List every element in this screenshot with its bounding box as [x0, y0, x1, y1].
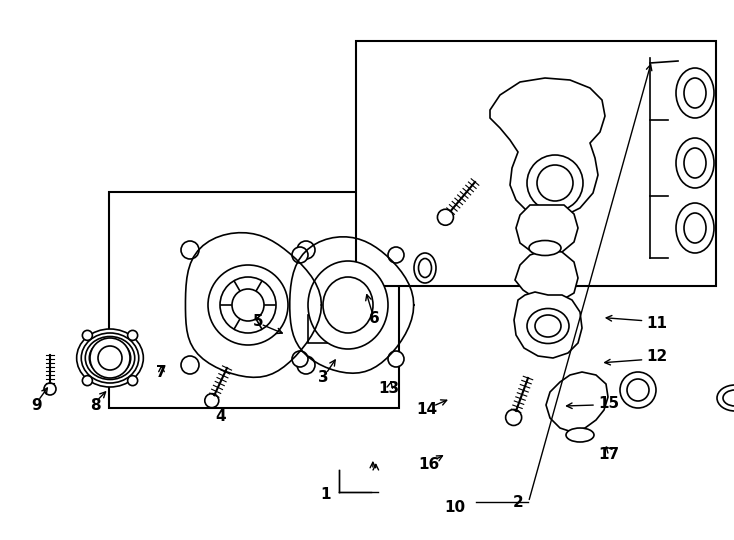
Polygon shape: [546, 372, 608, 432]
Circle shape: [297, 356, 315, 374]
Ellipse shape: [90, 340, 131, 376]
Text: 1: 1: [321, 487, 331, 502]
Circle shape: [388, 247, 404, 263]
Polygon shape: [514, 292, 582, 358]
Text: 14: 14: [417, 402, 437, 417]
Circle shape: [128, 376, 138, 386]
Circle shape: [181, 241, 199, 259]
Text: 15: 15: [598, 396, 619, 411]
Circle shape: [82, 376, 92, 386]
Ellipse shape: [723, 390, 734, 406]
Text: 11: 11: [646, 316, 667, 332]
Circle shape: [128, 330, 138, 340]
Circle shape: [292, 247, 308, 263]
Circle shape: [208, 265, 288, 345]
Circle shape: [537, 165, 573, 201]
Text: 17: 17: [599, 447, 619, 462]
Text: 9: 9: [32, 397, 42, 413]
Bar: [308, 315, 333, 343]
Ellipse shape: [684, 78, 706, 108]
Text: 8: 8: [90, 397, 101, 413]
Ellipse shape: [414, 253, 436, 283]
Circle shape: [627, 379, 649, 401]
Ellipse shape: [323, 277, 373, 333]
Text: 10: 10: [445, 500, 465, 515]
Text: 7: 7: [156, 365, 167, 380]
Ellipse shape: [529, 240, 561, 255]
Text: 13: 13: [379, 381, 399, 396]
Polygon shape: [516, 205, 578, 255]
Ellipse shape: [76, 329, 143, 387]
Ellipse shape: [676, 138, 714, 188]
Ellipse shape: [566, 428, 594, 442]
Ellipse shape: [81, 333, 139, 383]
Bar: [356, 40, 716, 286]
Circle shape: [527, 155, 583, 211]
Ellipse shape: [85, 336, 135, 380]
Text: 12: 12: [646, 349, 667, 364]
Circle shape: [292, 351, 308, 367]
Circle shape: [388, 351, 404, 367]
Circle shape: [205, 394, 219, 408]
Text: 3: 3: [318, 370, 328, 386]
Text: 4: 4: [215, 409, 225, 424]
Circle shape: [620, 372, 656, 408]
Polygon shape: [490, 78, 605, 218]
Ellipse shape: [527, 308, 569, 343]
Ellipse shape: [684, 148, 706, 178]
Circle shape: [220, 277, 276, 333]
Text: 5: 5: [253, 314, 264, 329]
Circle shape: [506, 409, 522, 426]
Ellipse shape: [717, 385, 734, 411]
Circle shape: [82, 330, 92, 340]
Circle shape: [90, 338, 130, 378]
Circle shape: [297, 241, 315, 259]
Ellipse shape: [676, 68, 714, 118]
Ellipse shape: [532, 250, 564, 264]
Text: 6: 6: [369, 311, 379, 326]
Ellipse shape: [676, 203, 714, 253]
Bar: [109, 192, 399, 408]
Circle shape: [181, 356, 199, 374]
Circle shape: [98, 346, 122, 370]
Ellipse shape: [308, 261, 388, 349]
Ellipse shape: [684, 213, 706, 243]
Text: 16: 16: [419, 457, 440, 472]
Polygon shape: [515, 250, 578, 303]
Circle shape: [44, 383, 56, 395]
Text: 2: 2: [513, 495, 523, 510]
Ellipse shape: [418, 259, 432, 278]
Circle shape: [232, 289, 264, 321]
Ellipse shape: [535, 315, 561, 337]
Circle shape: [437, 209, 454, 225]
